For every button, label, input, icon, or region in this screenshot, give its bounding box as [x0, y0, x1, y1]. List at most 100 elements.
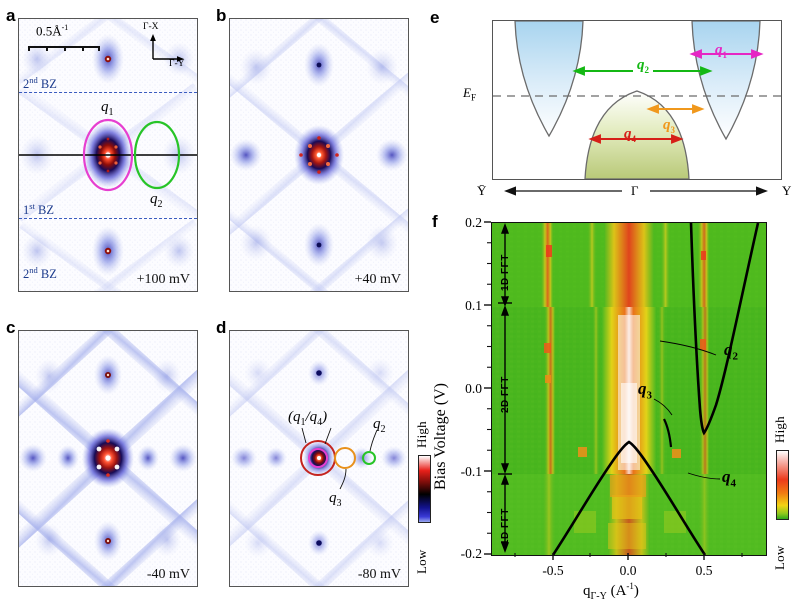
bz-top-num: 2 [23, 77, 30, 92]
panel-e-band-diagram[interactable]: q1 q2 q3 q4 [492, 20, 782, 180]
panel-f-qpi-dispersion-map[interactable]: 1D FFT 2D FFT 1D FFT q2 q3 q4 [491, 222, 767, 556]
bz-top-rest: BZ [37, 77, 57, 92]
ef-subscript: F [470, 92, 476, 103]
q2-subscript: 2 [380, 424, 386, 435]
q2-subscript: 2 [157, 199, 163, 210]
qpi-map-b-image [230, 19, 408, 291]
q4-subscript: 4 [730, 477, 737, 490]
q3-letter: q [329, 490, 337, 506]
q1-subscript: 1 [722, 50, 728, 60]
x-tick-label: 0.5 [695, 563, 713, 578]
x-label-unit-exp: -1 [626, 581, 634, 591]
fft-region-label-1d-bottom: 1D FFT [500, 508, 511, 545]
q4-leader-line [687, 472, 721, 480]
panel-d-label: d [216, 318, 227, 337]
q3-guide-curve [663, 418, 673, 448]
panel-f-y-ticks [484, 221, 491, 555]
q14-mid: /q [305, 409, 318, 425]
q3-subscript: 3 [670, 125, 676, 135]
conduction-band-right [691, 21, 761, 141]
qpi-colorbar: High Low [414, 400, 448, 576]
q2-letter: q [150, 191, 158, 207]
q2-subscript: 2 [732, 350, 739, 363]
compass-label-horizontal: Γ-Y [169, 59, 185, 69]
panel-c-qpi-map[interactable]: -40 mV [18, 330, 198, 587]
bz-label-1st: 1st BZ [23, 201, 54, 218]
dispersion-heatmap-image [492, 223, 766, 555]
q3-letter: q [663, 117, 671, 133]
bz-top-sup: nd [29, 75, 38, 85]
panel-b-label: b [216, 6, 227, 25]
bz-bot-sup: nd [29, 265, 38, 275]
q3-subscript: 3 [336, 498, 342, 509]
panel-d-qpi-map[interactable]: (q1/q4) q2 q3 -80 mV [229, 330, 409, 587]
q2-leader-line [659, 340, 717, 356]
q3-letter: q [638, 379, 647, 398]
panel-f-colorbar-gradient [776, 450, 789, 520]
panel-c-label: c [6, 318, 16, 337]
bz-boundary-bottom [19, 218, 197, 219]
bz-bot-rest: BZ [37, 267, 57, 282]
scale-bar: 0.5Å-1 [28, 23, 103, 55]
panel-b-qpi-map[interactable]: +40 mV [229, 18, 409, 292]
bz-boundary-top [19, 92, 197, 93]
panel-f-colorbar-low-label: Low [772, 545, 787, 570]
panel-f-q2-label: q2 [724, 340, 738, 362]
q2-letter: q [373, 416, 381, 432]
panel-f-q3-label: q3 [638, 379, 652, 401]
scale-bar-tick [28, 46, 30, 51]
panel-d-q2-label: q2 [373, 416, 386, 435]
q1-label-e: q1 [715, 42, 727, 60]
q2-subscript: 2 [644, 65, 650, 75]
axis-compass [150, 34, 184, 62]
scale-bar-tick [64, 46, 66, 51]
panel-a-label: a [6, 6, 16, 25]
q4-arrow [588, 134, 684, 144]
bz-mid-sup: st [29, 201, 35, 211]
qpi-map-d-image [230, 331, 408, 586]
scale-bar-exponent: -1 [61, 23, 69, 32]
qpi-colorbar-high-label: High [414, 421, 429, 448]
q3-leader-line [653, 398, 673, 416]
compass-right-arrow-icon [177, 56, 184, 62]
q14-open: (q [288, 409, 301, 425]
panel-f-y-axis-label: Bias Voltage (V) [432, 383, 449, 490]
scale-bar-text: 0.5Å-1 [36, 23, 68, 39]
q3-label-e: q3 [663, 117, 675, 135]
panel-d-q3-label: q3 [329, 490, 342, 509]
scale-bar-value: 0.5Å [36, 23, 62, 39]
q1-letter: q [715, 42, 723, 58]
panel-f-q4-label: q4 [722, 467, 736, 489]
panel-e-axis-right-label: Y [782, 183, 792, 198]
panel-e-axis-left-label: Ȳ [477, 183, 487, 198]
panel-f-label: f [432, 212, 438, 231]
axis-left-arrow-icon [504, 186, 516, 196]
q4-letter: q [722, 467, 731, 486]
q14-close: ) [322, 409, 328, 425]
panel-a-qpi-map[interactable]: 2nd BZ 1st BZ 2nd BZ q1 q2 0.5Å-1 Γ-X Γ-… [18, 18, 198, 292]
panel-d-q1-q4-label: (q1/q4) [288, 409, 327, 428]
panel-e-label: e [430, 8, 440, 27]
y-tick-label: 0.0 [465, 381, 482, 396]
q14-sub1: 1 [300, 417, 306, 428]
qpi-colorbar-low-label: Low [414, 549, 429, 574]
band-structure-svg [493, 21, 781, 179]
scale-bar-tick [82, 46, 84, 51]
q2-letter: q [637, 57, 645, 73]
q2-label-e: q2 [633, 57, 653, 75]
x-label-unit-close: ) [633, 583, 639, 599]
x-label-unit: (A [606, 583, 627, 599]
x-label-sub: Γ-Y [590, 591, 607, 602]
panel-f-colorbar: High Low [772, 395, 800, 575]
panel-a-q1-label: q1 [101, 99, 114, 118]
q1-arrow [689, 49, 764, 59]
panel-a-q2-label: q2 [150, 191, 163, 210]
q1-subscript: 1 [108, 107, 114, 118]
q1-letter: q [101, 99, 109, 115]
panel-e-axis-center-label: Γ [631, 183, 639, 198]
ef-letter: E [463, 85, 471, 100]
q2-letter: q [724, 340, 733, 359]
compass-up-arrow-icon [150, 34, 156, 41]
bz-label-2nd-top: 2nd BZ [23, 75, 57, 92]
x-tick-label: 0.0 [619, 563, 637, 578]
